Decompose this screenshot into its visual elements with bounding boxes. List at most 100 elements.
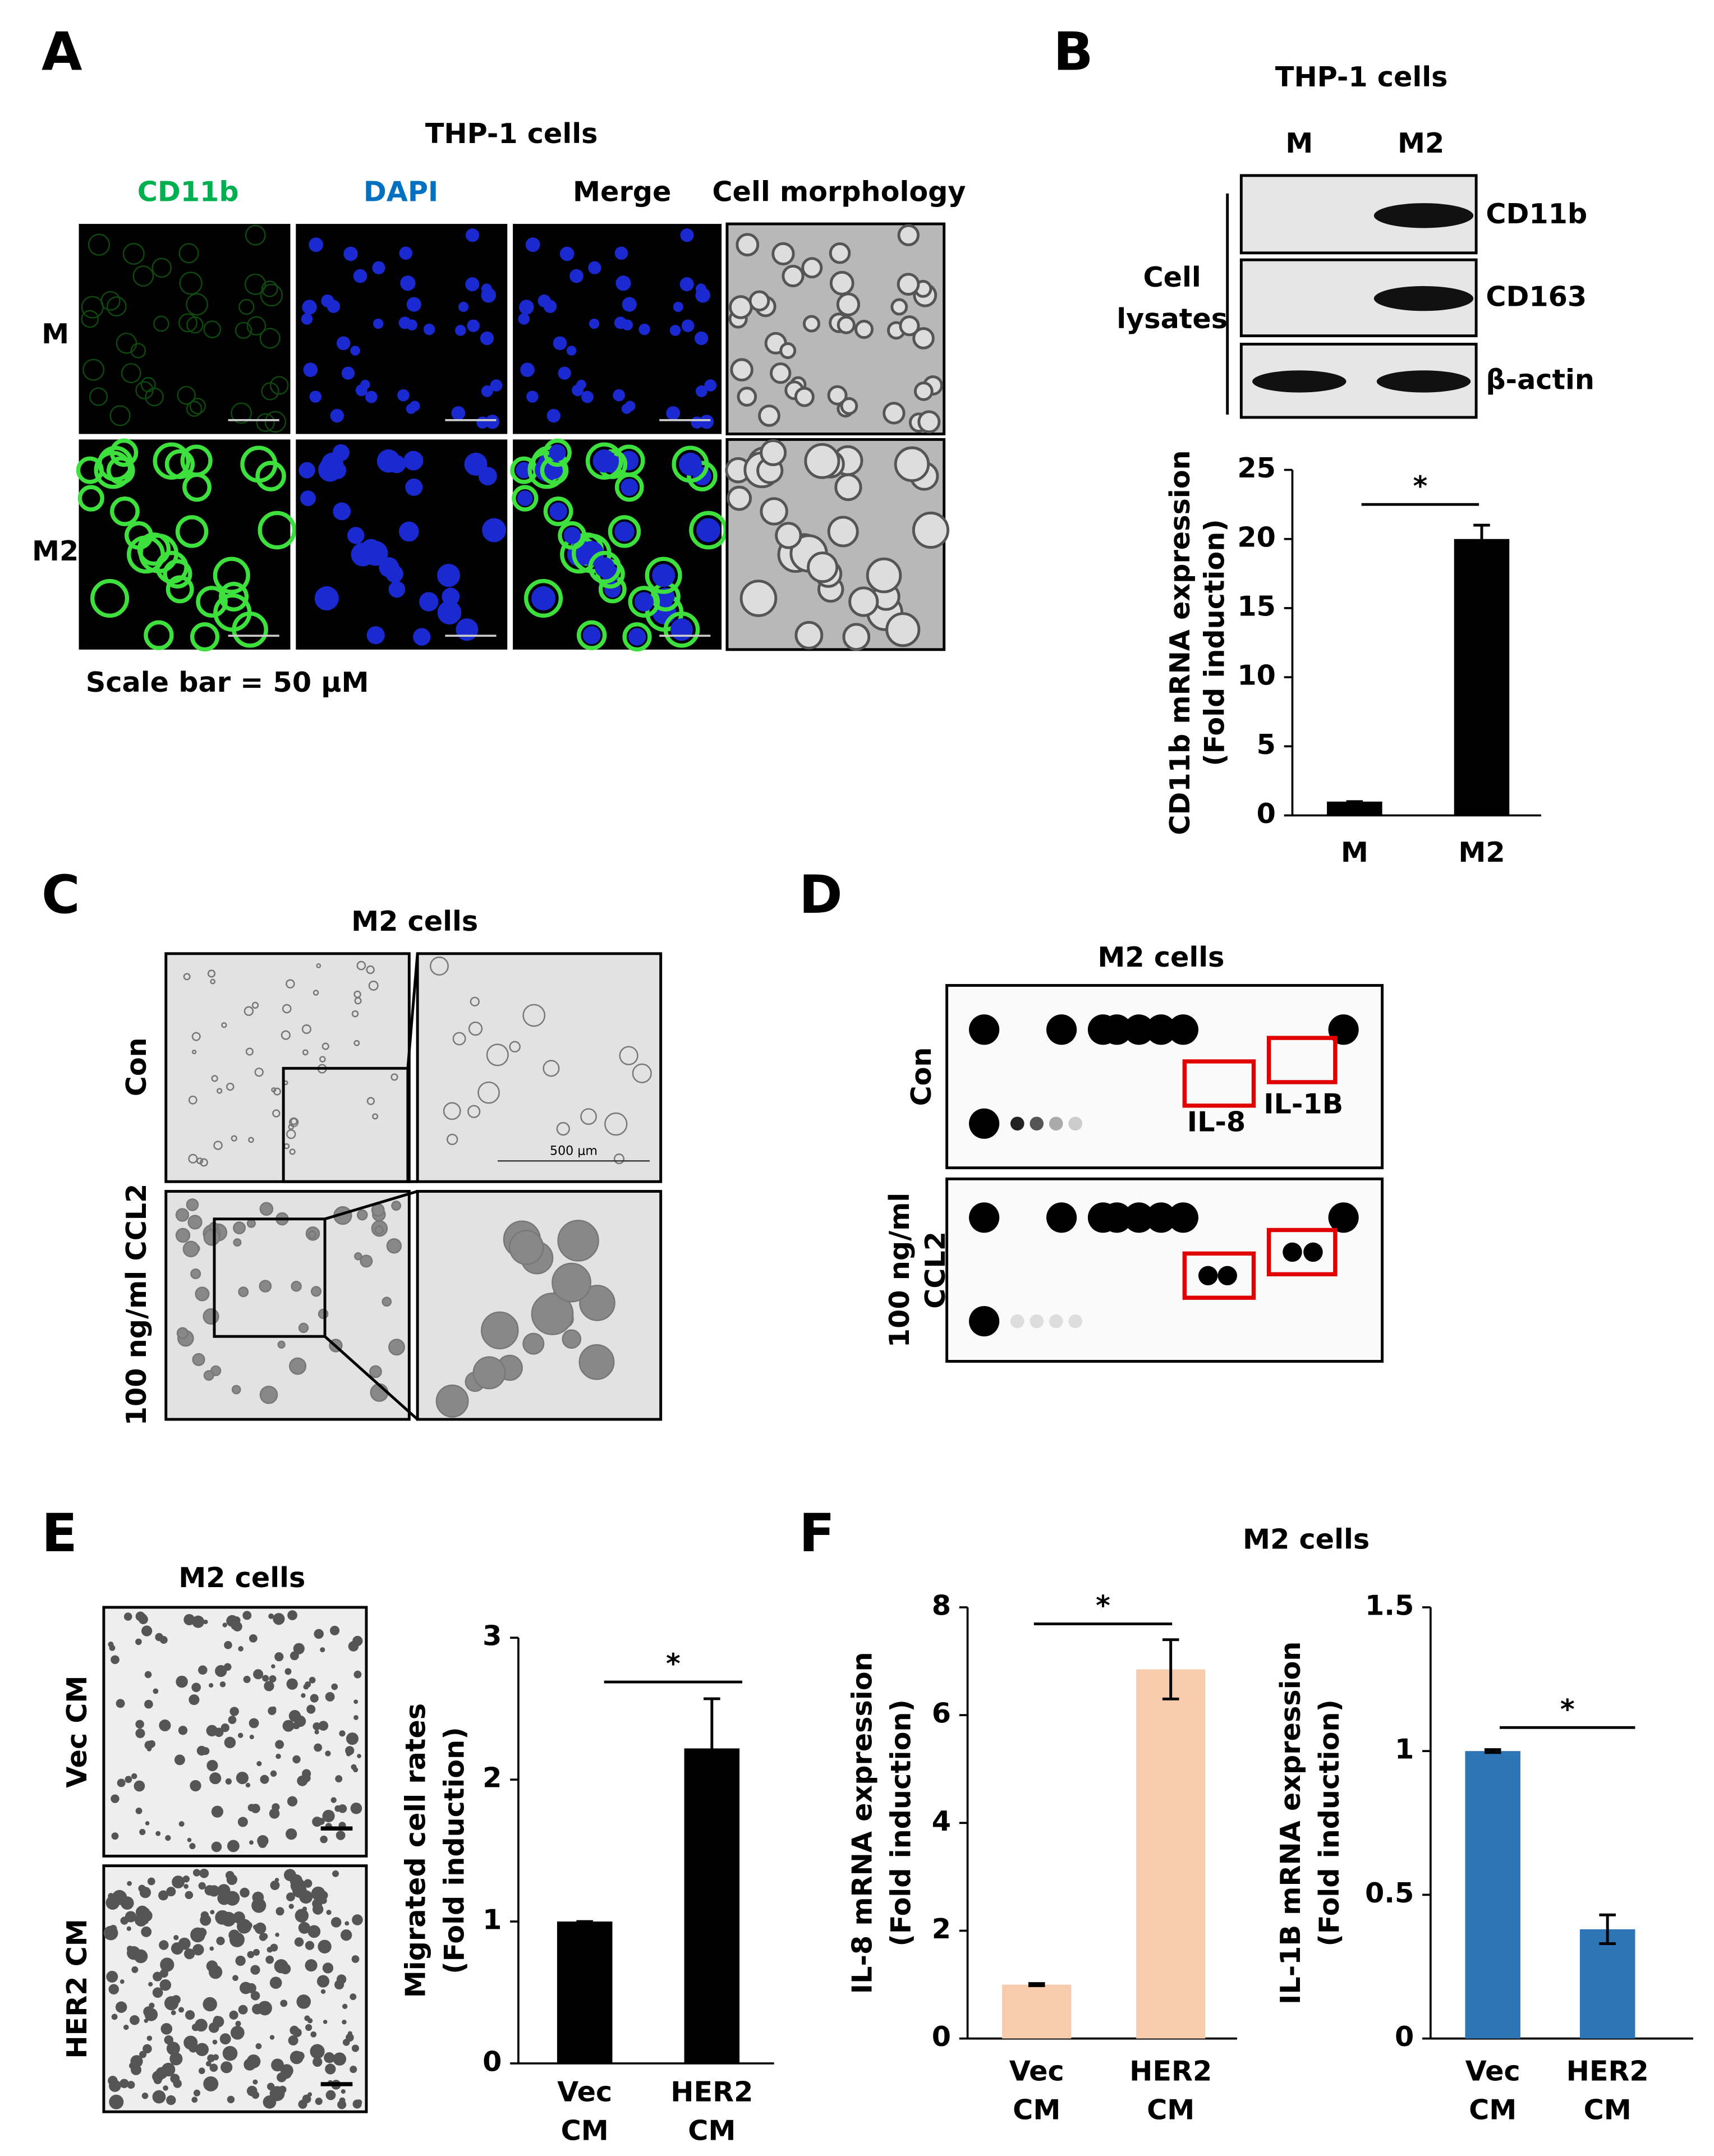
cell [195, 2043, 209, 2057]
cell [123, 2024, 129, 2030]
nucleus [516, 462, 532, 479]
cell [261, 1776, 268, 1783]
cell [275, 1932, 279, 1937]
y-tick-label: 10 [1237, 659, 1276, 692]
cell [372, 1113, 379, 1120]
cell [155, 550, 189, 584]
cell [131, 2064, 141, 2075]
cell [274, 1959, 288, 1974]
cell [233, 1221, 246, 1235]
cell [235, 2021, 241, 2027]
cell [645, 557, 682, 594]
cell [368, 980, 379, 991]
nucleus [301, 313, 313, 325]
cell [337, 2100, 347, 2109]
cell [171, 2010, 176, 2016]
cell [249, 1840, 254, 1845]
cell [220, 2061, 233, 2074]
cell [468, 1021, 483, 1036]
cell [191, 1032, 201, 1041]
cell [286, 979, 295, 989]
nucleus [303, 362, 318, 377]
cell [226, 1082, 235, 1091]
group-label: Cell [1143, 261, 1201, 293]
cell [212, 2039, 218, 2045]
x-tick-label: CM [561, 2114, 609, 2147]
cell [512, 485, 539, 512]
cell [125, 1776, 132, 1783]
cell [912, 327, 935, 350]
cell [628, 586, 660, 618]
cell [255, 2043, 262, 2049]
cell [152, 2071, 163, 2082]
cell [608, 515, 641, 548]
nucleus [314, 586, 339, 611]
cell [208, 2022, 219, 2033]
cell [213, 1141, 223, 1150]
cell [219, 2033, 231, 2045]
cell [371, 1203, 385, 1217]
cell [183, 973, 191, 981]
cell [229, 2010, 238, 2020]
cell [203, 1997, 217, 2012]
cell [274, 1878, 279, 1882]
cell [175, 1998, 180, 2003]
spot [969, 1108, 1000, 1139]
spot [1101, 1014, 1132, 1045]
cell [187, 1837, 192, 1842]
cell [248, 1137, 254, 1143]
nucleus [321, 294, 334, 307]
cell [189, 2043, 198, 2053]
row-label: Vec CM [61, 1676, 93, 1788]
nucleus [518, 313, 530, 325]
y-tick-label: 25 [1237, 452, 1276, 484]
cell [275, 1740, 284, 1749]
micrographs [164, 952, 663, 1421]
cell [148, 1982, 153, 1987]
cell [336, 1831, 346, 1840]
panel-title: M2 cells [351, 905, 478, 937]
cell [153, 442, 191, 480]
cell [203, 320, 222, 338]
cell [191, 1682, 201, 1693]
cell [120, 1916, 128, 1925]
lane-label: M [1285, 127, 1313, 159]
cell [178, 2007, 185, 2013]
cell [288, 1709, 301, 1722]
nucleus [409, 401, 420, 412]
cell [207, 2054, 215, 2062]
cell [836, 292, 861, 316]
nucleus [399, 246, 413, 260]
cell [430, 956, 449, 976]
cell [177, 385, 196, 405]
nucleus [546, 408, 560, 423]
cell [794, 387, 815, 407]
x-tick-label: CM [688, 2114, 736, 2147]
cell [251, 1804, 260, 1813]
cell [210, 1910, 215, 1915]
cell [249, 1718, 259, 1729]
cell [579, 1285, 615, 1321]
highlight-box [1266, 1228, 1338, 1277]
cell [221, 1022, 227, 1028]
cell [242, 1611, 252, 1620]
nucleus [634, 592, 654, 612]
cell [192, 1615, 205, 1628]
cell [145, 1821, 150, 1826]
cell [176, 1675, 188, 1688]
spot [969, 1202, 1000, 1233]
cell [178, 1937, 191, 1950]
cell [209, 1946, 214, 1951]
cell [185, 1891, 194, 1900]
cell [261, 1933, 268, 1940]
cell [123, 1612, 132, 1621]
cell [208, 1885, 220, 1897]
cell [289, 1357, 307, 1375]
cell [120, 2079, 129, 2088]
cell [182, 1875, 190, 1883]
cell [153, 1971, 163, 1982]
cell [897, 224, 920, 246]
cell [130, 2055, 143, 2068]
y-axis-label: Migrated cell rates [399, 1703, 432, 1998]
row-label: M2 [32, 535, 79, 567]
